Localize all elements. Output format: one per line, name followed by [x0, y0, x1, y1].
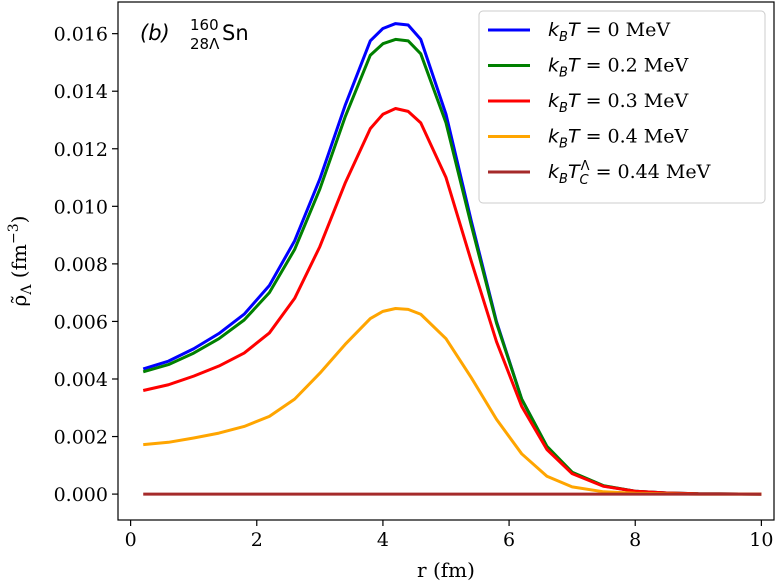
legend-label-1: kBT = 0.2 MeV — [548, 55, 689, 81]
x-tick-label: 4 — [377, 529, 389, 551]
y-tick-label: 0.012 — [54, 139, 108, 161]
y-tick-label: 0.010 — [54, 196, 108, 218]
panel-label: (b) — [140, 21, 170, 45]
y-tick-label: 0.004 — [54, 369, 108, 391]
x-tick-label: 6 — [503, 529, 515, 551]
series-layer — [142, 22, 762, 496]
y-axis-subscript: Λ — [19, 284, 35, 296]
y-axis-unit-open: (fm — [7, 244, 31, 285]
x-tick-label: 8 — [629, 529, 641, 551]
y-axis-unit-close: ) — [7, 216, 31, 224]
x-tick-label: 0 — [125, 529, 137, 551]
series-line-3 — [143, 306, 762, 496]
plot-frame — [117, 1, 775, 521]
y-axis-symbol: ρ̃ — [7, 295, 31, 307]
y-tick-label: 0.008 — [54, 254, 108, 276]
y-axis-ticks: 0.000 0.002 0.004 0.006 0.008 0.010 0.012 0.014… — [54, 24, 118, 506]
legend-label-4: kBTCΛ = 0.44 MeV — [548, 159, 711, 188]
sub-number: 28Λ — [190, 35, 220, 53]
legend: kBT = 0 MeV kBT = 0.2 MeV kBT = 0.3 MeV kBT… — [478, 10, 766, 204]
svg-text:ρ̃Λ (fm−3): ρ̃Λ (fm−3) — [6, 216, 35, 307]
legend-box — [478, 10, 766, 204]
x-tick-label: 10 — [749, 529, 773, 551]
series-line-2 — [142, 106, 762, 496]
legend-label-0: kBT = 0 MeV — [548, 19, 670, 45]
y-tick-label: 0.002 — [54, 427, 108, 449]
mass-number: 160 — [190, 16, 219, 34]
legend-items: kBT = 0 MeV kBT = 0.2 MeV kBT = 0.3 MeV kBT… — [488, 19, 711, 188]
y-tick-label: 0.016 — [54, 24, 108, 46]
legend-label-2: kBT = 0.3 MeV — [548, 90, 689, 116]
x-tick-label: 2 — [251, 529, 263, 551]
legend-label-3: kBT = 0.4 MeV — [548, 126, 689, 152]
y-tick-label: 0.006 — [54, 311, 108, 333]
y-axis-unit-exp: −3 — [6, 223, 22, 244]
element-symbol: Sn — [222, 21, 249, 45]
x-axis-ticks: 0 2 4 6 8 10 — [125, 520, 773, 551]
x-axis-title: r (fm) — [417, 558, 475, 582]
y-tick-label: 0.014 — [54, 81, 108, 103]
y-tick-label: 0.000 — [54, 484, 108, 506]
y-axis-title: ρ̃Λ (fm−3) — [6, 216, 35, 307]
nucleus-annotation: (b) 160 28Λ Sn — [140, 16, 249, 53]
